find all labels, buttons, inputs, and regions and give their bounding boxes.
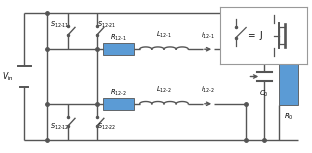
Text: $R_{12\text{-}2}$: $R_{12\text{-}2}$ [110, 88, 127, 98]
Text: $S_{12\text{-}22}$: $S_{12\text{-}22}$ [97, 122, 116, 132]
Bar [280, 48, 298, 105]
Bar [103, 98, 134, 110]
Text: $C_0$: $C_0$ [259, 89, 269, 99]
Text: $L_{12\text{-}1}$: $L_{12\text{-}1}$ [156, 30, 172, 40]
Text: $i_{12\text{-}2}$: $i_{12\text{-}2}$ [201, 85, 215, 95]
Text: $L_{12\text{-}2}$: $L_{12\text{-}2}$ [156, 84, 172, 95]
Bar [103, 43, 134, 55]
Text: $i_{12\text{-}1}$: $i_{12\text{-}1}$ [201, 31, 215, 41]
Text: $R_{12\text{-}1}$: $R_{12\text{-}1}$ [110, 33, 127, 43]
Text: $S_{12\text{-}12}$: $S_{12\text{-}12}$ [50, 122, 70, 132]
Text: $S_{12\text{-}21}$: $S_{12\text{-}21}$ [97, 20, 116, 30]
Text: $R_0$: $R_0$ [284, 111, 293, 122]
Text: $V_{\rm in}$: $V_{\rm in}$ [2, 70, 14, 83]
Text: $i_0$: $i_0$ [251, 56, 258, 67]
Text: $S_{12\text{-}11}$: $S_{12\text{-}11}$ [50, 20, 70, 30]
